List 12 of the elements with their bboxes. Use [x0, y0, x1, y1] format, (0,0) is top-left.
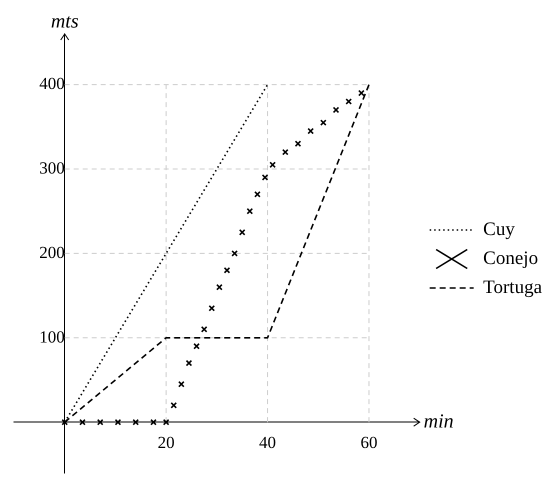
y-axis-title: mts — [50, 10, 79, 32]
y-tick-label: 100 — [39, 327, 65, 346]
x-tick-label: 60 — [360, 432, 378, 452]
y-tick-label: 200 — [39, 242, 65, 262]
y-tick-label: 400 — [39, 74, 65, 94]
legend-label: Conejo — [483, 248, 538, 269]
y-tick-label: 300 — [39, 158, 65, 178]
legend-label: Tortuga — [483, 276, 543, 298]
x-tick-label: 40 — [259, 432, 276, 452]
x-axis-title: min — [424, 410, 454, 432]
x-tick-label: 20 — [158, 432, 175, 452]
legend-label: Cuy — [483, 218, 516, 240]
